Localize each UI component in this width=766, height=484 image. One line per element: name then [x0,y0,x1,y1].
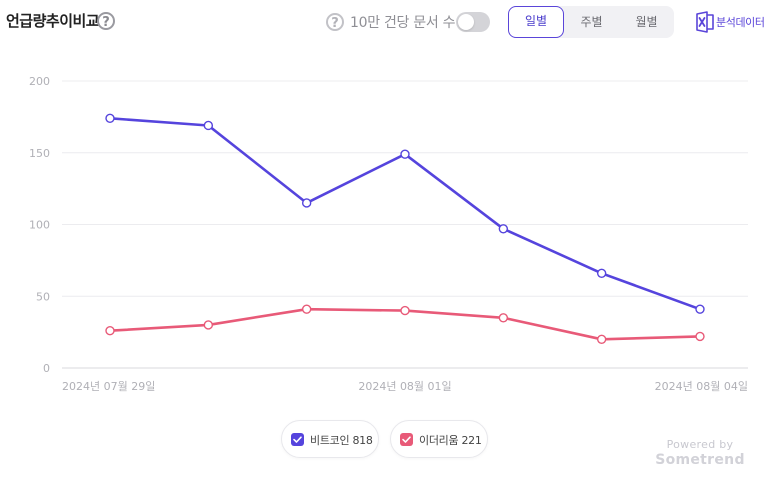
help-icon[interactable]: ? [97,12,115,30]
y-tick-label: 150 [29,147,50,160]
legend-label: 이더리움 221 [419,432,482,448]
data-point [400,149,410,159]
normalize-toggle[interactable] [456,12,490,32]
y-tick-label: 100 [29,219,50,232]
chart-title: 언급량추이비교 [6,12,100,30]
legend-item-bitcoin[interactable]: 비트코인 818 [281,420,379,458]
series-total: 221 [461,434,482,447]
series-layer [105,113,705,344]
period-selector: 일별 주별 월별 [508,6,674,38]
x-tick-label: 2024년 07월 29일 [62,379,155,393]
powered-by-watermark: Powered by Sometrend [650,438,750,468]
data-point [596,334,607,344]
checkbox-checked-icon [291,433,304,446]
data-point [203,120,214,131]
data-point [596,268,607,278]
toggle-knob [458,14,474,30]
data-point [105,325,115,336]
data-point [498,224,509,234]
data-point [695,331,705,342]
sometrend-logo: Sometrend [655,452,745,468]
legend-item-ethereum[interactable]: 이더리움 221 [390,420,488,458]
y-tick-label: 200 [29,75,50,88]
x-tick-label: 2024년 08월 04일 [655,379,748,393]
x-axis: 2024년 07월 29일 2024년 08월 01일 2024년 08월 04일 [62,379,748,393]
series-total: 818 [352,434,373,447]
x-tick-label: 2024년 08월 01일 [358,379,451,393]
series-name: 비트코인 [310,434,350,447]
chart-header: 언급량추이비교 ? ? 10만 건당 문서 수 일별 주별 월별 분석데이터 [0,0,766,44]
checkbox-checked-icon [400,433,413,446]
export-label: 분석데이터 [716,16,765,29]
data-point [301,304,312,314]
legend-label: 비트코인 818 [310,432,373,448]
data-point [498,313,509,323]
series-name: 이더리움 [419,434,459,447]
y-axis: 0 50 100 150 200 [29,75,50,375]
period-weekly-button[interactable]: 주별 [580,15,603,29]
period-daily-button[interactable]: 일별 [508,6,564,38]
grid-layer [62,80,748,369]
data-point [301,198,312,208]
normalize-help-icon[interactable]: ? [326,13,344,31]
excel-icon [696,11,714,33]
data-point [695,304,705,314]
data-point [105,113,115,124]
normalize-label: 10만 건당 문서 수 [350,15,456,31]
y-tick-label: 50 [36,290,50,303]
period-monthly-button[interactable]: 월별 [635,15,658,29]
data-point [203,320,214,330]
series-line [108,117,702,311]
data-point [400,305,410,316]
y-tick-label: 0 [43,362,50,375]
watermark-line1: Powered by [666,438,734,451]
